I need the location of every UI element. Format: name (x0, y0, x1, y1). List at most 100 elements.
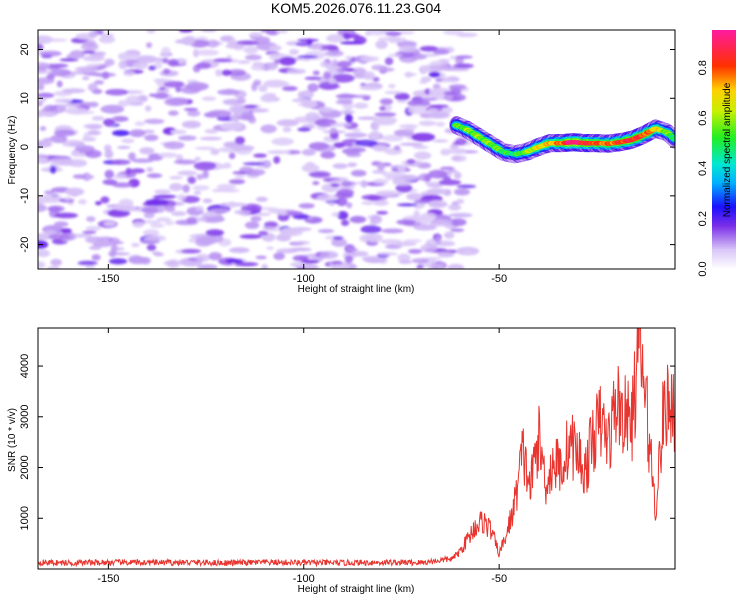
spectrogram-noise-blob (301, 148, 316, 156)
spectrogram-noise-blob (70, 150, 81, 157)
spectrogram-noise-blob (361, 255, 386, 262)
spectrogram-noise-blob (407, 99, 431, 107)
spectrogram-noise-blob (292, 255, 309, 262)
spectrogram-noise-blob (102, 118, 116, 126)
spectrogram-noise-blob (395, 183, 413, 193)
spectrogram-noise-blob (38, 157, 48, 164)
spectrogram-noise-blob (112, 241, 125, 245)
spectrogram-noise-blob (414, 199, 432, 204)
spectrogram-noise-blob (376, 210, 389, 215)
spectrogram-noise-blob (230, 145, 255, 151)
spectrogram-noise-blob (244, 104, 258, 109)
spectrogram-noise-blob (205, 229, 225, 237)
spectrogram-noise-blob (88, 30, 99, 38)
spectrogram-noise-blob (86, 236, 109, 244)
spectrogram-x-ticks: -150 -100 -50 (97, 30, 507, 285)
spectrogram-noise-blob (38, 240, 49, 250)
spectrogram-noise-blob (228, 152, 236, 160)
spectrogram-noise-blob (418, 120, 437, 127)
spectrogram-noise-blob (146, 167, 154, 173)
spectrogram-noise-blob (447, 263, 465, 269)
spectrogram-noise-blob (317, 229, 335, 234)
spectrogram-signal-track (449, 116, 675, 164)
spectrogram-noise-blob (312, 181, 320, 186)
spectrogram-noise-blob (222, 162, 232, 169)
spectrogram-noise-blob (195, 205, 204, 211)
colorbar-tick-label: 0.2 (697, 211, 709, 226)
spectrogram-noise-blob (448, 212, 473, 218)
spectrogram-noise-blob (379, 106, 386, 111)
spectrogram-noise-blob (54, 98, 73, 104)
spectrogram-noise-blob (416, 265, 424, 269)
spectrogram-noise-blob (234, 174, 245, 179)
spectrogram-noise-blob (408, 248, 422, 254)
spectrogram-noise-blob (428, 64, 450, 71)
spectrogram-noise-blob (159, 86, 166, 91)
spectrogram-noise-blob (104, 169, 114, 179)
spectrogram-noise-blob (266, 62, 278, 71)
spectrogram-noise-blob (373, 178, 389, 185)
spectrogram-noise-blob (198, 162, 217, 167)
spectrogram-noise-blob (255, 196, 268, 202)
spectrogram-noise-blob (344, 132, 368, 138)
spectrogram-noise-blob (68, 159, 88, 168)
spectrogram-noise-blob (399, 124, 419, 129)
spectrogram-noise-blob (54, 221, 69, 227)
spectrogram-noise-blob (360, 225, 382, 234)
spectrogram-noise-blob (82, 55, 105, 62)
spectrogram-noise-blob (196, 49, 219, 56)
spectrogram-noise-blob (262, 226, 276, 230)
spectrogram-noise-blob (222, 98, 244, 106)
spectrogram-noise-blob (127, 53, 140, 60)
spectrogram-noise-blob (98, 64, 107, 69)
spectrogram-noise-blob (42, 137, 66, 142)
spectrogram-noise-blob (177, 170, 198, 176)
spectrogram-noise-blob (437, 251, 455, 258)
spectrogram-noise-blob (449, 144, 459, 149)
spectrogram-noise-blob (111, 116, 129, 122)
spectrogram-noise-blob (157, 204, 166, 213)
colorbar-ticks: 0.0 0.2 0.4 0.6 0.8 (697, 60, 709, 277)
spectrogram-noise-blob (153, 194, 177, 199)
spectrogram-noise-blob (195, 253, 210, 262)
spectrogram-noise-blob (237, 60, 251, 64)
spectrogram-noise-blob (102, 179, 118, 185)
spectrogram-noise-blob (290, 261, 307, 268)
spectrogram-noise-blob (164, 205, 176, 213)
spectrogram-y-axis-label: Frequency (Hz) (7, 116, 18, 185)
spectrogram-noise-blob (128, 152, 136, 161)
spectrogram-noise-blob (354, 102, 369, 109)
spectrogram-noise-blob (175, 86, 182, 93)
colorbar-tick-label: 0.0 (697, 261, 709, 276)
spectrogram-noise-blob (139, 147, 155, 155)
spectrogram-noise-blob (341, 66, 349, 72)
spectrogram-noise-blob (360, 56, 380, 62)
spectrogram-noise-blob (146, 173, 163, 179)
spectrogram-noise-blob (398, 260, 413, 264)
spectrogram-noise-blob (112, 129, 130, 137)
spectrogram-noise-blob (49, 165, 57, 174)
spectrogram-noise-blob (38, 92, 55, 98)
spectrogram-noise-blob (331, 73, 355, 83)
spectrogram-noise-blob (275, 30, 289, 34)
spectrogram-noise-blob (219, 122, 244, 131)
snr-series-line (38, 328, 675, 568)
spectrogram-noise-blob (388, 83, 396, 89)
spectrogram-noise-blob (231, 113, 240, 122)
spectrogram-noise-blob (390, 37, 407, 43)
spectrogram-noise-blob (73, 110, 95, 115)
spectrogram-noise-blob (443, 91, 457, 95)
spectrogram-noise-blob (83, 132, 91, 140)
spectrogram-noise-blob (163, 81, 185, 88)
spectrogram-noise-blob (95, 201, 102, 206)
spectrogram-noise-blob (426, 112, 451, 119)
spectrogram-noise-blob (397, 253, 411, 262)
spectrogram-noise-blob (257, 212, 271, 216)
spectrogram-noise-blob (373, 200, 389, 206)
spectrogram-noise-blob (381, 134, 404, 142)
spectrogram-noise-blob (449, 55, 458, 60)
spectrogram-y-tick-label: -20 (19, 237, 31, 253)
spectrogram-noise-blob (396, 99, 407, 104)
spectrogram-noise-blob (332, 163, 348, 169)
